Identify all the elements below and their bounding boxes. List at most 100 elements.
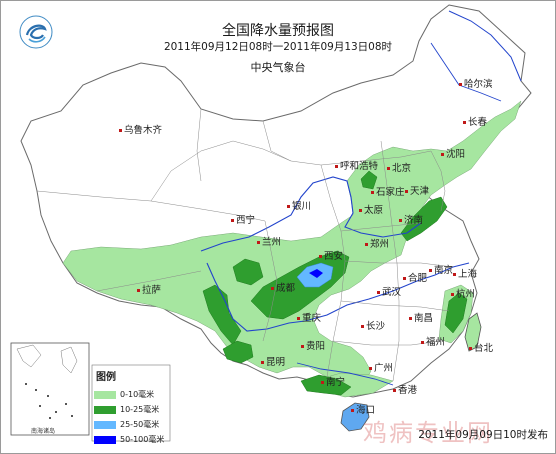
legend-swatch [94, 420, 116, 429]
city-dot-icon [469, 347, 472, 350]
rain-zone-10-25-guangxi [300, 374, 352, 396]
city-dot-icon [441, 153, 444, 156]
legend-item-label: 50-100毫米 [120, 435, 165, 444]
city-dot-icon [369, 367, 372, 370]
city-dot-icon [421, 341, 424, 344]
legend: 图例 0-10毫米 10-25毫米 25-50毫米 50-100毫米 [94, 368, 168, 447]
map-title: 全国降水量预报图 [222, 23, 334, 39]
city-dot-icon [365, 243, 368, 246]
rain-zone-10-25-shandong [400, 196, 448, 242]
city-label: 武汉 [377, 287, 401, 298]
rain-zone-10-25-qinghai [232, 258, 264, 286]
city-label: 南京 [429, 265, 453, 276]
city-dot-icon [301, 345, 304, 348]
city-label: 海口 [351, 405, 375, 416]
city-dot-icon [359, 209, 362, 212]
rain-zone-10-25-northeast [360, 170, 378, 190]
city-label: 南宁 [321, 377, 345, 388]
city-label: 天津 [405, 186, 429, 197]
city-label: 银川 [287, 201, 311, 212]
legend-item-label: 25-50毫米 [120, 420, 160, 429]
city-dot-icon [387, 167, 390, 170]
city-dot-icon [257, 241, 260, 244]
legend-item-label: 0-10毫米 [120, 390, 155, 399]
issuing-agency: 中央气象台 [250, 61, 306, 74]
south-china-sea-inset [10, 342, 90, 436]
legend-item: 50-100毫米 [94, 432, 168, 447]
city-label: 长春 [463, 117, 487, 128]
city-label: 郑州 [365, 239, 389, 250]
city-label: 长沙 [361, 321, 385, 332]
province-boundaries [36, 108, 454, 382]
pearl-river [296, 362, 394, 386]
rain-zone-10-25-fujian [444, 292, 468, 334]
city-label: 沈阳 [441, 149, 465, 160]
city-dot-icon [409, 317, 412, 320]
rain-zone-10-25-yunnan [222, 340, 254, 364]
city-dot-icon [297, 317, 300, 320]
rain-zone-50-100 [309, 269, 323, 278]
city-label: 呼和浩特 [335, 161, 378, 172]
yangtze-river [206, 262, 470, 332]
city-dot-icon [393, 389, 396, 392]
legend-item: 0-10毫米 [94, 387, 168, 402]
watermark: 鸡病专业网 [363, 419, 493, 447]
legend-swatch [94, 390, 116, 399]
city-dot-icon [287, 205, 290, 208]
forecast-period: 2011年09月12日08时一2011年09月13日08时 [163, 41, 393, 53]
city-dot-icon [119, 129, 122, 132]
city-dot-icon [231, 219, 234, 222]
city-label: 成都 [271, 283, 295, 294]
legend-swatch [94, 435, 116, 444]
city-dot-icon [261, 361, 264, 364]
taiwan-island [464, 312, 482, 352]
city-label: 南昌 [409, 313, 433, 324]
issue-time: 2011年09月09日10时发布 [418, 429, 548, 441]
city-label: 台北 [469, 343, 493, 354]
city-dot-icon [429, 269, 432, 272]
legend-swatch [94, 405, 116, 414]
city-dot-icon [405, 190, 408, 193]
city-dot-icon [377, 291, 380, 294]
city-label: 昆明 [261, 357, 285, 368]
city-label: 上海 [453, 269, 477, 280]
city-label: 重庆 [297, 313, 321, 324]
city-label: 乌鲁木齐 [119, 125, 162, 136]
city-label: 西安 [319, 251, 343, 262]
city-label: 广州 [369, 363, 393, 374]
city-label: 石家庄 [371, 187, 405, 198]
yellow-river [200, 176, 422, 252]
city-dot-icon [335, 165, 338, 168]
legend-item: 10-25毫米 [94, 402, 168, 417]
heilongjiang-river [448, 10, 522, 82]
city-dot-icon [361, 325, 364, 328]
city-dot-icon [319, 255, 322, 258]
city-label: 北京 [387, 163, 411, 174]
city-label: 香港 [393, 385, 417, 396]
city-dot-icon [453, 273, 456, 276]
city-label: 福州 [421, 337, 445, 348]
inset-label: 南海诸岛 [31, 428, 56, 435]
city-label: 拉萨 [137, 285, 161, 296]
cma-logo [19, 15, 53, 49]
city-dot-icon [403, 277, 406, 280]
legend-item: 25-50毫米 [94, 417, 168, 432]
city-label: 西宁 [231, 215, 255, 226]
city-dot-icon [137, 289, 140, 292]
city-dot-icon [321, 381, 324, 384]
city-dot-icon [371, 191, 374, 194]
city-label: 兰州 [257, 237, 281, 248]
city-dot-icon [451, 293, 454, 296]
city-label: 太原 [359, 205, 383, 216]
city-label: 贵阳 [301, 341, 325, 352]
city-label: 济南 [399, 215, 423, 226]
city-dot-icon [351, 409, 354, 412]
city-label: 哈尔滨 [459, 79, 493, 90]
legend-title: 图例 [96, 372, 116, 383]
city-label: 杭州 [451, 289, 475, 300]
legend-item-label: 10-25毫米 [120, 405, 160, 414]
city-dot-icon [271, 287, 274, 290]
hainan-island [340, 402, 370, 432]
